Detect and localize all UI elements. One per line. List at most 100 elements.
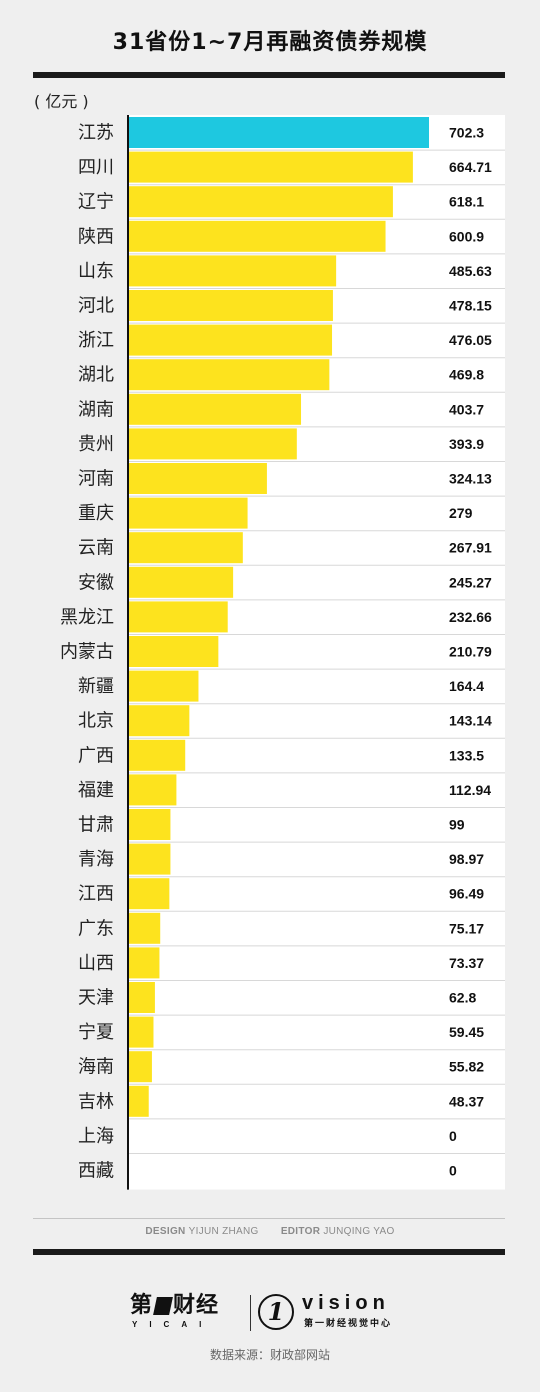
bar-云南 [128,532,243,564]
value-label: 702.3 [449,125,484,141]
category-label: 江西 [78,884,114,905]
bar-河北 [128,290,333,321]
bar-安徽 [128,566,234,598]
category-label: 湖北 [78,365,114,386]
data-source: 数据来源：财政部网站 [209,1348,330,1362]
bar-贵州 [128,428,297,460]
value-label: 48.37 [449,1093,484,1109]
category-label: 重庆 [78,503,114,524]
value-label: 55.82 [449,1059,484,1075]
bar-江西 [128,878,170,910]
category-label: 河北 [78,296,114,317]
bar-山西 [128,947,160,979]
value-label: 62.8 [449,990,476,1006]
bar-河南 [128,463,267,494]
category-label: 辽宁 [78,192,114,213]
bar-吉林 [128,1085,149,1117]
value-label: 324.13 [449,471,492,487]
category-label: 安徽 [78,572,114,593]
value-label: 96.49 [449,886,484,902]
value-label: 75.17 [449,920,484,936]
category-label: 天津 [78,988,114,1009]
value-label: 478.15 [449,298,492,314]
category-label: 新疆 [78,676,114,697]
bar-天津 [128,982,155,1013]
vision-logo: 1 vision 第一财经视觉中心 [258,1292,418,1336]
bar-江苏 [128,117,429,148]
category-label: 浙江 [78,330,114,351]
yicai-logo: 第 财经 YICAI [130,1293,246,1335]
top-rule [33,72,505,78]
category-label: 青海 [78,849,114,870]
category-label: 广东 [78,918,114,939]
value-label: 618.1 [449,194,484,210]
bar-chart: 江苏 702.3 四川 664.71 辽宁 618.1 陕西 600.9 山东 485.63 河北 4… [60,115,505,1190]
value-label: 0 [449,1128,457,1144]
value-label: 476.05 [449,332,492,348]
value-label: 485.63 [449,263,492,279]
editor-name: JUNQING YAO [323,1226,395,1237]
value-label: 469.8 [449,367,484,383]
value-label: 267.91 [449,540,492,556]
category-label: 福建 [78,780,114,801]
value-label: 73.37 [449,955,484,971]
value-label: 664.71 [449,159,492,175]
value-label: 232.66 [449,609,492,625]
bar-广西 [128,739,186,771]
bar-山东 [128,255,337,287]
bar-海南 [128,1051,152,1083]
unit-label: ( 亿元 ) [34,92,89,111]
yicai-logo-en: YICAI [132,1320,214,1329]
category-label: 四川 [78,157,114,178]
category-label: 山东 [78,261,114,282]
value-label: 600.9 [449,228,484,244]
category-label: 江苏 [78,123,114,144]
chart-title: 31省份1~7月再融资债券规模 [112,30,428,55]
design-label: DESIGN [145,1226,186,1237]
logo-divider [250,1295,251,1331]
value-label: 98.97 [449,851,484,867]
bar-辽宁 [128,186,393,218]
design-name: YIJUN ZHANG [188,1226,259,1237]
value-label: 403.7 [449,401,484,417]
bar-广东 [128,912,161,944]
category-label: 宁夏 [78,1022,114,1043]
value-label: 279 [449,505,473,521]
category-label: 甘肃 [78,815,114,836]
bar-重庆 [128,497,248,529]
value-label: 112.94 [449,782,491,798]
category-label: 北京 [78,711,114,732]
bar-黑龙江 [128,601,228,633]
value-label: 393.9 [449,436,484,452]
bar-青海 [128,843,171,875]
value-label: 59.45 [449,1024,484,1040]
vision-sub: 第一财经视觉中心 [304,1319,393,1329]
bar-浙江 [128,324,333,356]
bar-北京 [128,705,190,737]
category-label: 黑龙江 [60,607,114,628]
value-label: 133.5 [449,747,484,763]
value-label: 143.14 [449,713,492,729]
bottom-rule [33,1249,505,1255]
bar-新疆 [128,670,199,702]
value-label: 210.79 [449,644,492,660]
category-label: 湖南 [78,399,114,420]
yicai-logo-left: 第 [130,1293,154,1318]
category-label: 海南 [78,1057,114,1078]
bar-湖南 [128,393,302,425]
value-label: 99 [449,817,465,833]
bar-四川 [128,151,413,183]
bar-宁夏 [128,1016,154,1048]
category-label: 内蒙古 [60,642,114,663]
yicai-logo-right: 财经 [173,1293,220,1318]
vision-mark-icon: 1 [258,1294,294,1330]
yicai-one-mark-icon [153,1297,173,1315]
bar-甘肃 [128,809,171,840]
category-label: 吉林 [78,1091,114,1112]
category-label: 山西 [78,953,114,974]
bar-陕西 [128,220,386,252]
bar-内蒙古 [128,636,219,667]
category-label: 河南 [78,469,114,490]
editor-label: EDITOR [280,1226,321,1237]
category-label: 西藏 [78,1161,114,1182]
